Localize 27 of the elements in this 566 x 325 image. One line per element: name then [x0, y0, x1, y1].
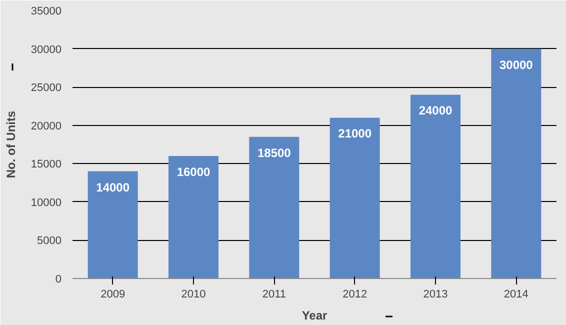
data-label: 30000 — [499, 58, 534, 72]
y-tick-label: 25000 — [30, 82, 62, 94]
data-label: 18500 — [257, 146, 292, 160]
y-tick-label: 15000 — [30, 158, 62, 171]
y-tick-label: 10000 — [30, 196, 62, 209]
x-axis-title: Year — [302, 308, 328, 322]
data-label: 24000 — [418, 104, 453, 118]
data-label: 14000 — [96, 180, 130, 194]
x-tick-label: 2012 — [342, 288, 368, 300]
bar — [410, 94, 461, 278]
x-tick-label: 2011 — [262, 288, 286, 300]
bar — [249, 136, 300, 278]
x-tick-label: 2010 — [181, 288, 206, 300]
bar — [168, 156, 219, 278]
y-tick-label: 35000 — [30, 6, 62, 18]
bar — [491, 48, 542, 278]
x-tick-label: 2009 — [100, 288, 126, 300]
bar — [330, 118, 380, 278]
data-label: 21000 — [338, 126, 372, 141]
y-tick-label: 30000 — [30, 44, 62, 56]
y-tick-label: 20000 — [30, 120, 62, 132]
x-tick-label: 2013 — [423, 288, 448, 300]
y-tick-label: 5000 — [37, 235, 62, 248]
x-tick-label: 2014 — [504, 288, 528, 300]
data-label: 16000 — [176, 164, 211, 179]
bar — [88, 171, 138, 278]
y-tick-label: 0 — [55, 274, 62, 286]
